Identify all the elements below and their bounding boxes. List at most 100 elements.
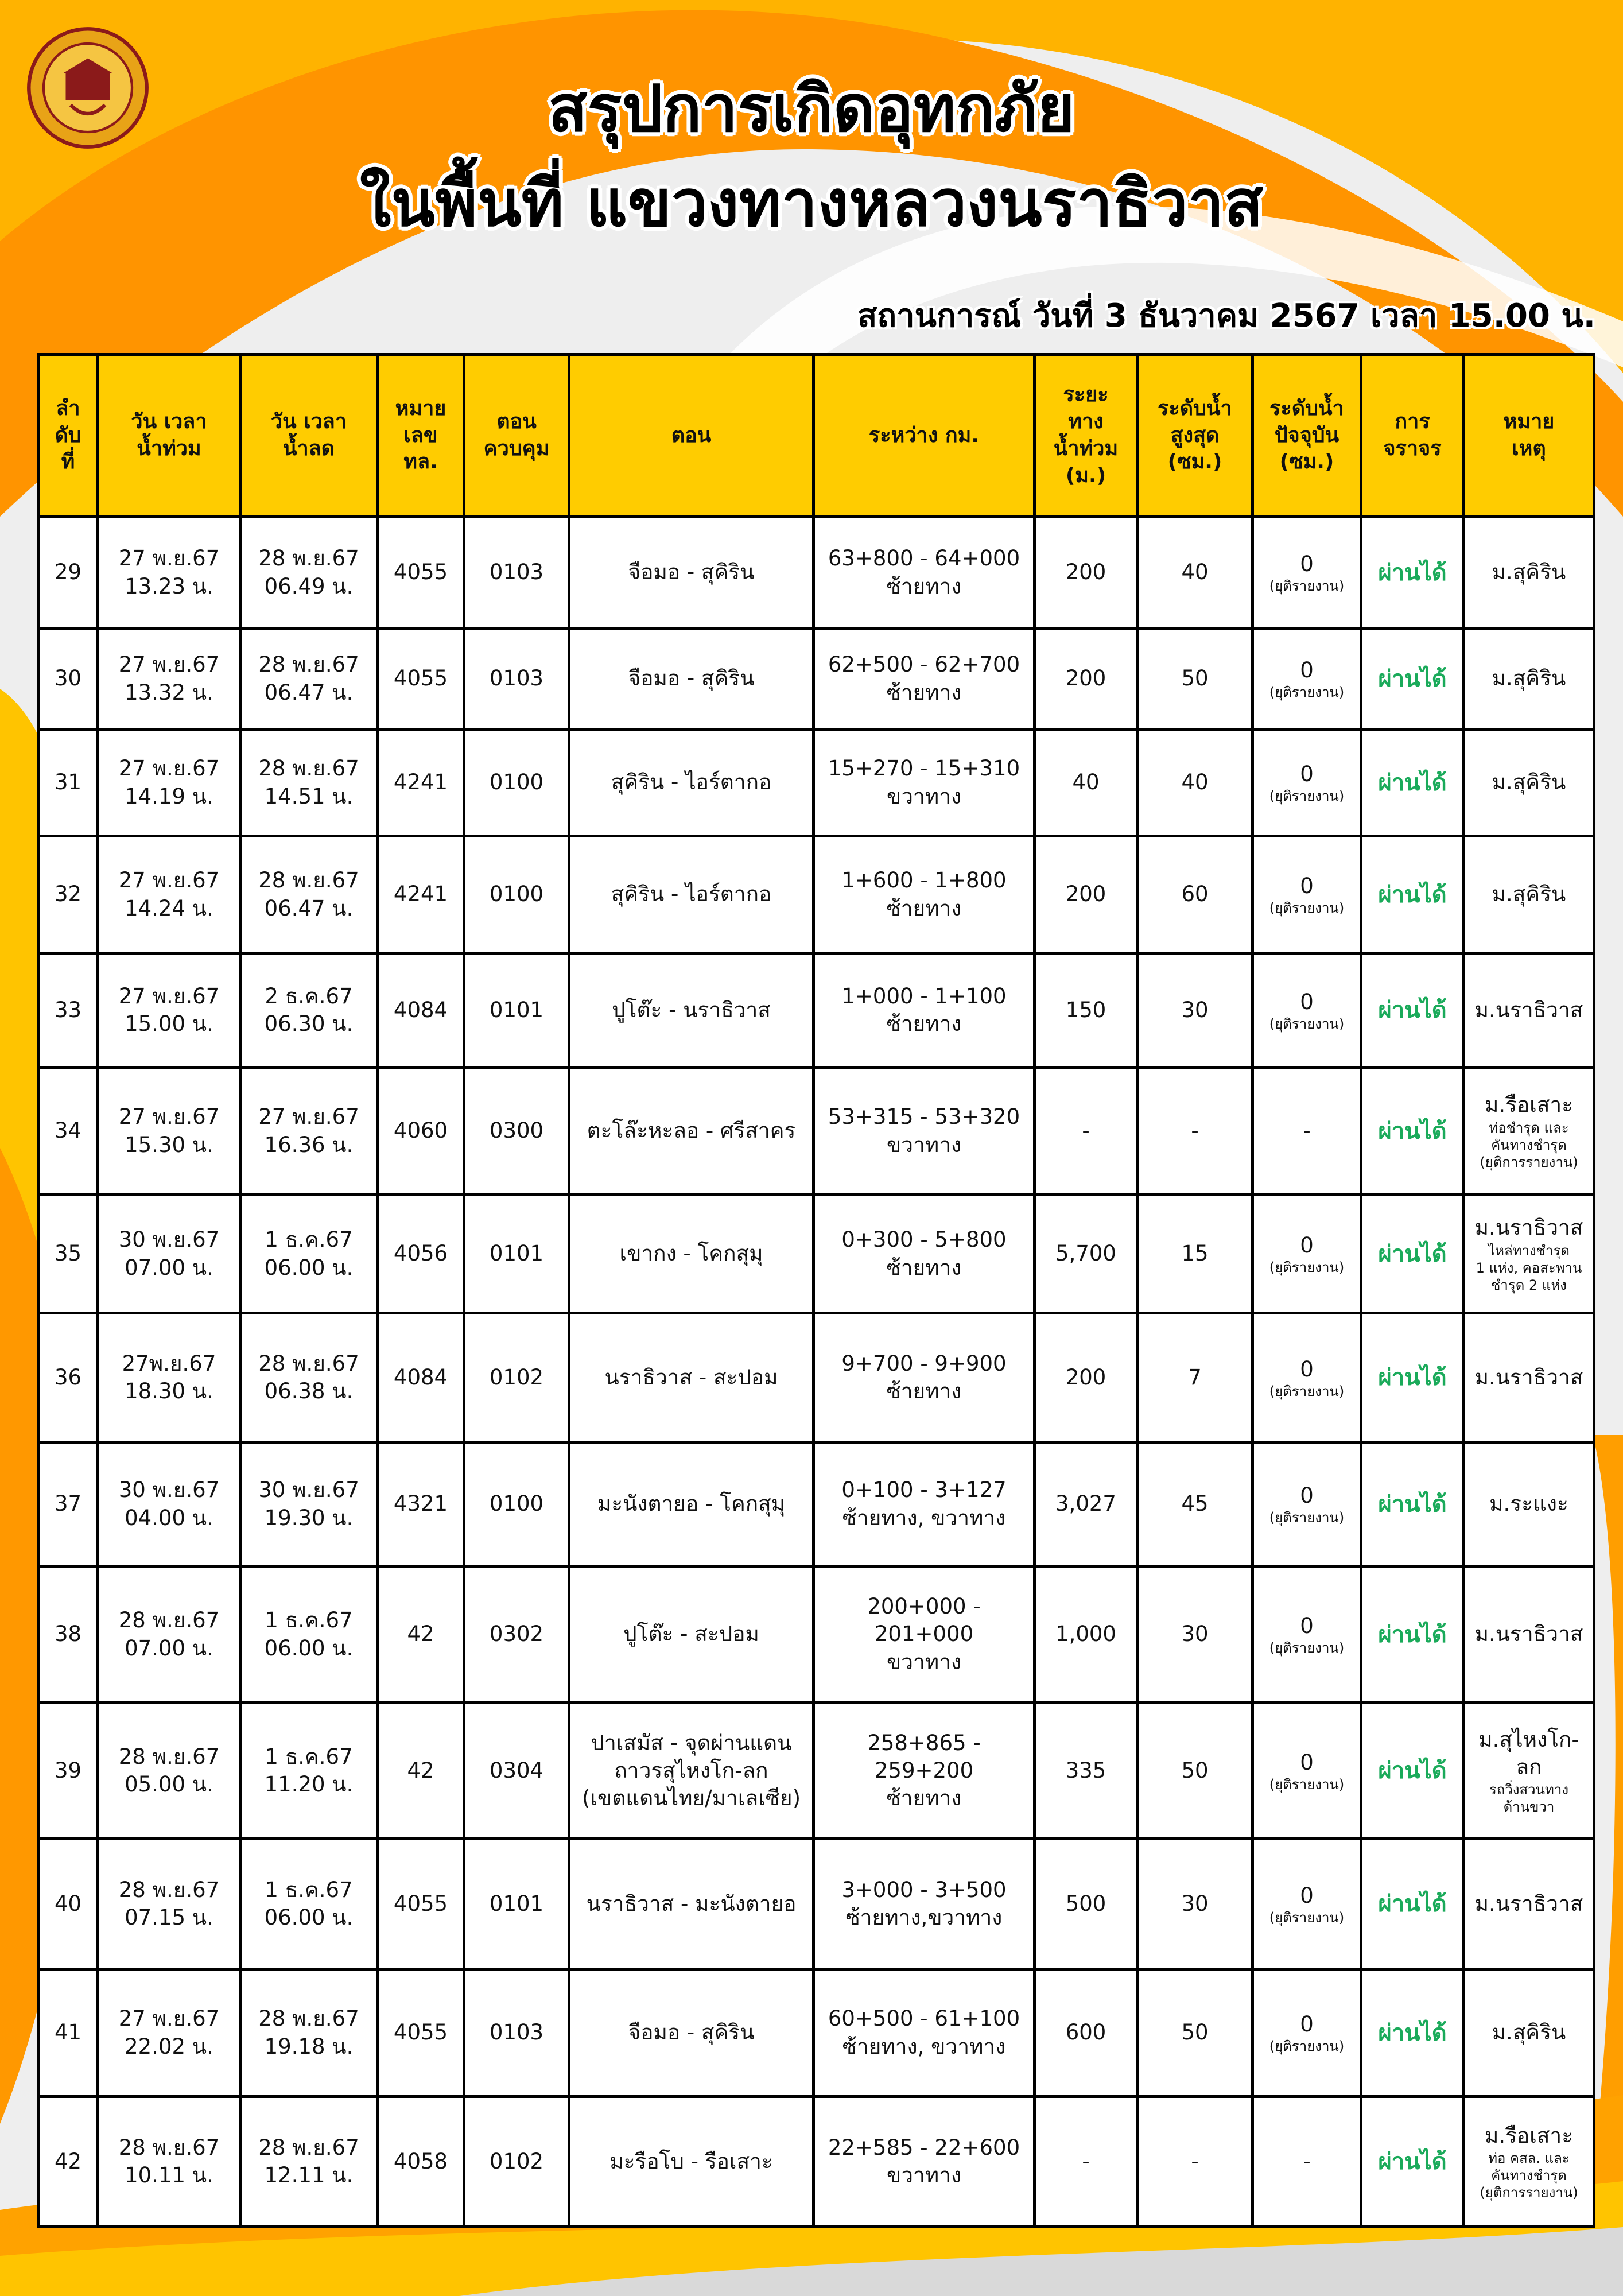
title-line-1: สรุปการเกิดอุทกภัย <box>548 72 1075 146</box>
column-header-no: ลำ ดับ ที่ <box>37 353 99 518</box>
current-level-value: 0 <box>1300 1883 1314 1908</box>
recede-datetime: 1 ธ.ค.67 06.00 น. <box>239 1193 379 1314</box>
recede-datetime: 2 ธ.ค.67 06.30 น. <box>239 952 379 1069</box>
table-row: 36 27พ.ย.67 18.30 น. 28 พ.ย.67 06.38 น. 408… <box>37 1312 1595 1444</box>
row-number: 29 <box>37 515 99 630</box>
current-level-value: 0 <box>1300 762 1314 787</box>
remarks-office: ม.นราธิวาส <box>1474 1891 1583 1916</box>
max-water-level: 15 <box>1136 1193 1254 1314</box>
current-level-note: (ยุติรายงาน) <box>1269 1015 1345 1032</box>
row-number: 35 <box>37 1193 99 1314</box>
row-number: 38 <box>37 1565 99 1704</box>
recede-datetime: 27 พ.ย.67 16.36 น. <box>239 1066 379 1196</box>
remarks: ม.นราธิวาส <box>1462 1312 1595 1444</box>
remarks-office: ม.สุคิริน <box>1492 666 1566 691</box>
row-number: 41 <box>37 1968 99 2098</box>
row-number: 36 <box>37 1312 99 1444</box>
column-header-section: ตอน <box>568 353 815 518</box>
current-water-level: 0 (ยุติรายงาน) <box>1251 835 1362 955</box>
control-section: 0103 <box>463 627 570 731</box>
control-section: 0102 <box>463 1312 570 1444</box>
column-header-max-level: ระดับน้ำ สูงสุด (ซม.) <box>1136 353 1254 518</box>
current-water-level: - <box>1251 2095 1362 2228</box>
traffic-status: ผ่านได้ <box>1360 1565 1465 1704</box>
table-row: 42 28 พ.ย.67 10.11 น. 28 พ.ย.67 12.11 น. 40… <box>37 2095 1595 2228</box>
max-water-level: 30 <box>1136 1837 1254 1971</box>
traffic-status: ผ่านได้ <box>1360 952 1465 1069</box>
current-level-value: 0 <box>1300 658 1314 683</box>
row-number: 30 <box>37 627 99 731</box>
current-level-value: - <box>1303 2148 1311 2174</box>
km-range: 63+800 - 64+000 ซ้ายทาง <box>812 515 1036 630</box>
row-number: 34 <box>37 1066 99 1196</box>
remarks: ม.สุคิริน <box>1462 835 1595 955</box>
recede-datetime: 28 พ.ย.67 14.51 น. <box>239 728 379 837</box>
flood-distance: 3,027 <box>1033 1441 1139 1568</box>
current-water-level: 0 (ยุติรายงาน) <box>1251 1701 1362 1840</box>
remarks: ม.สุคิริน <box>1462 515 1595 630</box>
flood-datetime: 30 พ.ย.67 04.00 น. <box>96 1441 242 1568</box>
km-range: 1+000 - 1+100 ซ้ายทาง <box>812 952 1036 1069</box>
control-section: 0304 <box>463 1701 570 1840</box>
remarks-office: ม.สุคิริน <box>1492 882 1566 907</box>
route-number: 4055 <box>376 627 465 731</box>
flood-distance: 500 <box>1033 1837 1139 1971</box>
column-header-km-range: ระหว่าง กม. <box>812 353 1036 518</box>
control-section: 0103 <box>463 515 570 630</box>
table-row: 33 27 พ.ย.67 15.00 น. 2 ธ.ค.67 06.30 น. 408… <box>37 952 1595 1069</box>
km-range: 60+500 - 61+100 ซ้ายทาง, ขวาทาง <box>812 1968 1036 2098</box>
current-level-note: (ยุติรายงาน) <box>1269 1640 1345 1657</box>
current-level-value: 0 <box>1300 1356 1314 1382</box>
max-water-level: 30 <box>1136 952 1254 1069</box>
recede-datetime: 1 ธ.ค.67 06.00 น. <box>239 1837 379 1971</box>
max-water-level: 40 <box>1136 728 1254 837</box>
km-range: 200+000 - 201+000 ขวาทาง <box>812 1565 1036 1704</box>
km-range: 3+000 - 3+500 ซ้ายทาง,ขวาทาง <box>812 1837 1036 1971</box>
current-level-note: (ยุติรายงาน) <box>1269 684 1345 701</box>
remarks: ม.สุคิริน <box>1462 1968 1595 2098</box>
traffic-status: ผ่านได้ <box>1360 1312 1465 1444</box>
control-section: 0101 <box>463 1837 570 1971</box>
status-datetime: สถานการณ์ วันที่ 3 ธันวาคม 2567 เวลา 15.… <box>857 297 1595 335</box>
remarks-office: ม.สุคิริน <box>1492 770 1566 795</box>
flood-distance: 150 <box>1033 952 1139 1069</box>
route-number: 4241 <box>376 835 465 955</box>
row-number: 31 <box>37 728 99 837</box>
control-section: 0103 <box>463 1968 570 2098</box>
section-name: มะรือโบ - รือเสาะ <box>568 2095 815 2228</box>
section-name: ตะโล๊ะหะลอ - ศรีสาคร <box>568 1066 815 1196</box>
current-level-value: 0 <box>1300 989 1314 1014</box>
route-number: 4084 <box>376 952 465 1069</box>
current-water-level: 0 (ยุติรายงาน) <box>1251 627 1362 731</box>
control-section: 0300 <box>463 1066 570 1196</box>
title-line-2: ในพื้นที่ แขวงทางหลวงนราธิวาส <box>359 166 1264 241</box>
current-level-note: (ยุติรายงาน) <box>1269 1510 1345 1526</box>
current-level-value: 0 <box>1300 2012 1314 2037</box>
current-level-value: - <box>1303 1118 1311 1143</box>
current-level-note: (ยุติรายงาน) <box>1269 2038 1345 2055</box>
table-row: 32 27 พ.ย.67 14.24 น. 28 พ.ย.67 06.47 น. 42… <box>37 835 1595 955</box>
table-row: 30 27 พ.ย.67 13.32 น. 28 พ.ย.67 06.47 น. 40… <box>37 627 1595 731</box>
table-row: 38 28 พ.ย.67 07.00 น. 1 ธ.ค.67 06.00 น. 42 0… <box>37 1565 1595 1704</box>
max-water-level: 50 <box>1136 627 1254 731</box>
remarks-office: ม.สุไหงโก-ลก <box>1478 1727 1579 1779</box>
max-water-level: 7 <box>1136 1312 1254 1444</box>
recede-datetime: 1 ธ.ค.67 11.20 น. <box>239 1701 379 1840</box>
flood-summary-table: ลำ ดับ ที่ วัน เวลา น้ำท่วม วัน เวลา น้ำลด… <box>37 353 1595 2228</box>
traffic-status: ผ่านได้ <box>1360 1066 1465 1196</box>
current-level-note: (ยุติรายงาน) <box>1269 1776 1345 1793</box>
km-range: 1+600 - 1+800 ซ้ายทาง <box>812 835 1036 955</box>
traffic-status: ผ่านได้ <box>1360 1441 1465 1568</box>
route-number: 42 <box>376 1701 465 1840</box>
current-water-level: 0 (ยุติรายงาน) <box>1251 1968 1362 2098</box>
row-number: 42 <box>37 2095 99 2228</box>
remarks: ม.นราธิวาส <box>1462 952 1595 1069</box>
section-name: มะนังตายอ - โคกสุมุ <box>568 1441 815 1568</box>
current-water-level: 0 (ยุติรายงาน) <box>1251 952 1362 1069</box>
traffic-status: ผ่านได้ <box>1360 835 1465 955</box>
section-name: ปาเสมัส - จุดผ่านแดน ถาวรสุไหงโก-ลก (เขต… <box>568 1701 815 1840</box>
current-water-level: 0 (ยุติรายงาน) <box>1251 1565 1362 1704</box>
control-section: 0102 <box>463 2095 570 2228</box>
max-water-level: 60 <box>1136 835 1254 955</box>
remarks-office: ม.ระแงะ <box>1489 1491 1568 1517</box>
